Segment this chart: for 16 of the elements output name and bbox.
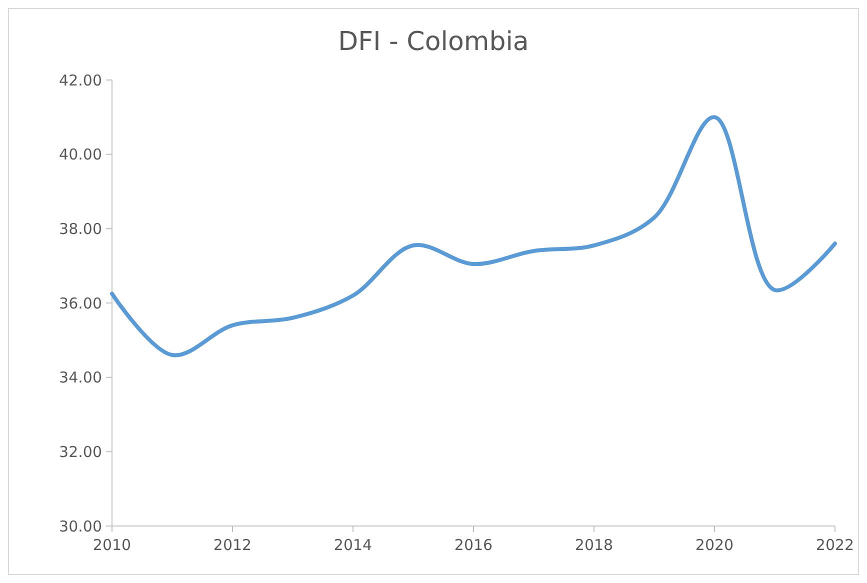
x-tick-label: 2014 (334, 536, 372, 554)
y-tick-label: 36.00 (59, 294, 102, 312)
y-tick-label: 34.00 (59, 368, 102, 387)
y-tick-label: 42.00 (59, 71, 102, 90)
x-tick-label: 2018 (574, 536, 614, 554)
line-series (110, 115, 837, 358)
x-tick-label: 2012 (213, 536, 252, 554)
y-tick-label: 32.00 (59, 442, 102, 461)
chart-title: DFI - Colombia (338, 27, 529, 57)
x-tick-label: 2022 (816, 536, 854, 554)
x-tick-label: 2020 (695, 536, 734, 554)
x-tick-label: 2016 (454, 536, 493, 554)
y-tick-label: 30.00 (59, 517, 102, 536)
y-tick-label: 40.00 (59, 146, 102, 164)
y-tick-label: 38.00 (59, 220, 102, 238)
x-tick-label: 2010 (92, 536, 132, 554)
